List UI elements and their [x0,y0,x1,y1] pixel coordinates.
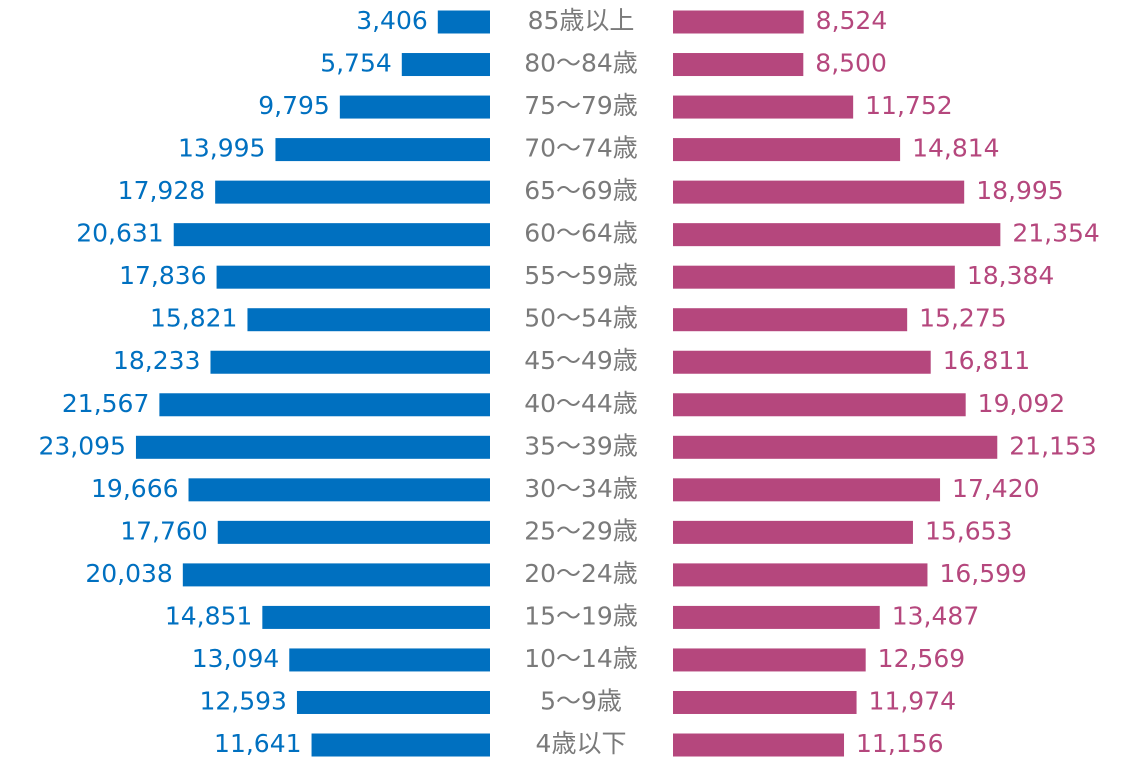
category-label: 15～19歳 [524,601,638,630]
value-label: 15,653 [925,516,1012,545]
bar [673,10,804,34]
bar [673,605,880,629]
category-label: 35～39歳 [524,431,638,460]
bar [262,605,490,629]
category-label: 10～14歳 [524,644,638,673]
bar [673,350,931,374]
value-label: 18,233 [113,346,200,375]
bar [673,265,955,289]
category-label: 60～64歳 [524,219,638,248]
bar [673,308,908,332]
bar [217,520,490,544]
bar [135,435,490,459]
value-label: 12,569 [878,644,965,673]
value-label: 14,814 [912,134,999,163]
bar [311,733,490,757]
bar [673,393,966,417]
bar [188,478,491,502]
bar [216,265,490,289]
bar [247,308,490,332]
category-label: 4歳以下 [536,729,627,758]
value-label: 20,631 [76,219,163,248]
category-label: 50～54歳 [524,304,638,333]
value-label: 18,995 [976,176,1063,205]
value-label: 15,275 [919,304,1006,333]
bar [173,223,490,247]
value-label: 21,153 [1009,431,1096,460]
bar [182,563,491,587]
value-label: 13,094 [192,644,279,673]
bar [673,180,965,204]
bar [673,53,804,77]
value-label: 20,038 [85,559,172,588]
bar [401,53,490,77]
value-label: 23,095 [38,431,125,460]
value-label: 12,593 [199,686,286,715]
bar [673,478,941,502]
value-label: 8,524 [816,6,888,35]
value-label: 9,795 [258,91,330,120]
bar [673,223,1001,247]
value-label: 11,156 [856,729,943,758]
value-label: 18,384 [967,261,1054,290]
bar [289,648,490,672]
value-label: 21,567 [62,389,149,418]
category-label: 40～44歳 [524,389,638,418]
value-label: 14,851 [165,601,252,630]
value-label: 16,599 [939,559,1026,588]
bar [210,350,491,374]
bar [437,10,490,34]
value-label: 11,752 [865,91,952,120]
value-label: 21,354 [1012,219,1099,248]
value-label: 8,500 [815,49,887,78]
bar [673,563,928,587]
bar [673,138,901,162]
bar [673,733,845,757]
value-label: 13,995 [178,134,265,163]
value-label: 11,641 [214,729,301,758]
bar [159,393,491,417]
category-label: 80～84歳 [524,49,638,78]
value-label: 15,821 [150,304,237,333]
bar [673,648,866,672]
bar [215,180,490,204]
category-label: 5～9歳 [540,686,622,715]
value-label: 17,420 [952,474,1039,503]
bar [673,520,913,544]
value-label: 11,974 [869,686,956,715]
category-label: 65～69歳 [524,176,638,205]
category-label: 70～74歳 [524,134,638,163]
category-label: 20～24歳 [524,559,638,588]
value-label: 3,406 [356,6,428,35]
value-label: 17,836 [119,261,206,290]
category-label: 25～29歳 [524,516,638,545]
bar [673,95,854,119]
bar [339,95,490,119]
bar [673,690,857,714]
category-label: 85歳以上 [528,6,635,35]
bar [673,435,998,459]
value-label: 13,487 [892,601,979,630]
value-label: 17,760 [120,516,207,545]
value-label: 5,754 [320,49,392,78]
category-label: 55～59歳 [524,261,638,290]
value-label: 19,092 [978,389,1065,418]
bar [296,690,490,714]
category-label: 75～79歳 [524,91,638,120]
value-label: 17,928 [118,176,205,205]
bar [275,138,490,162]
category-label: 30～34歳 [524,474,638,503]
value-label: 16,811 [943,346,1030,375]
category-label: 45～49歳 [524,346,638,375]
value-label: 19,666 [91,474,178,503]
